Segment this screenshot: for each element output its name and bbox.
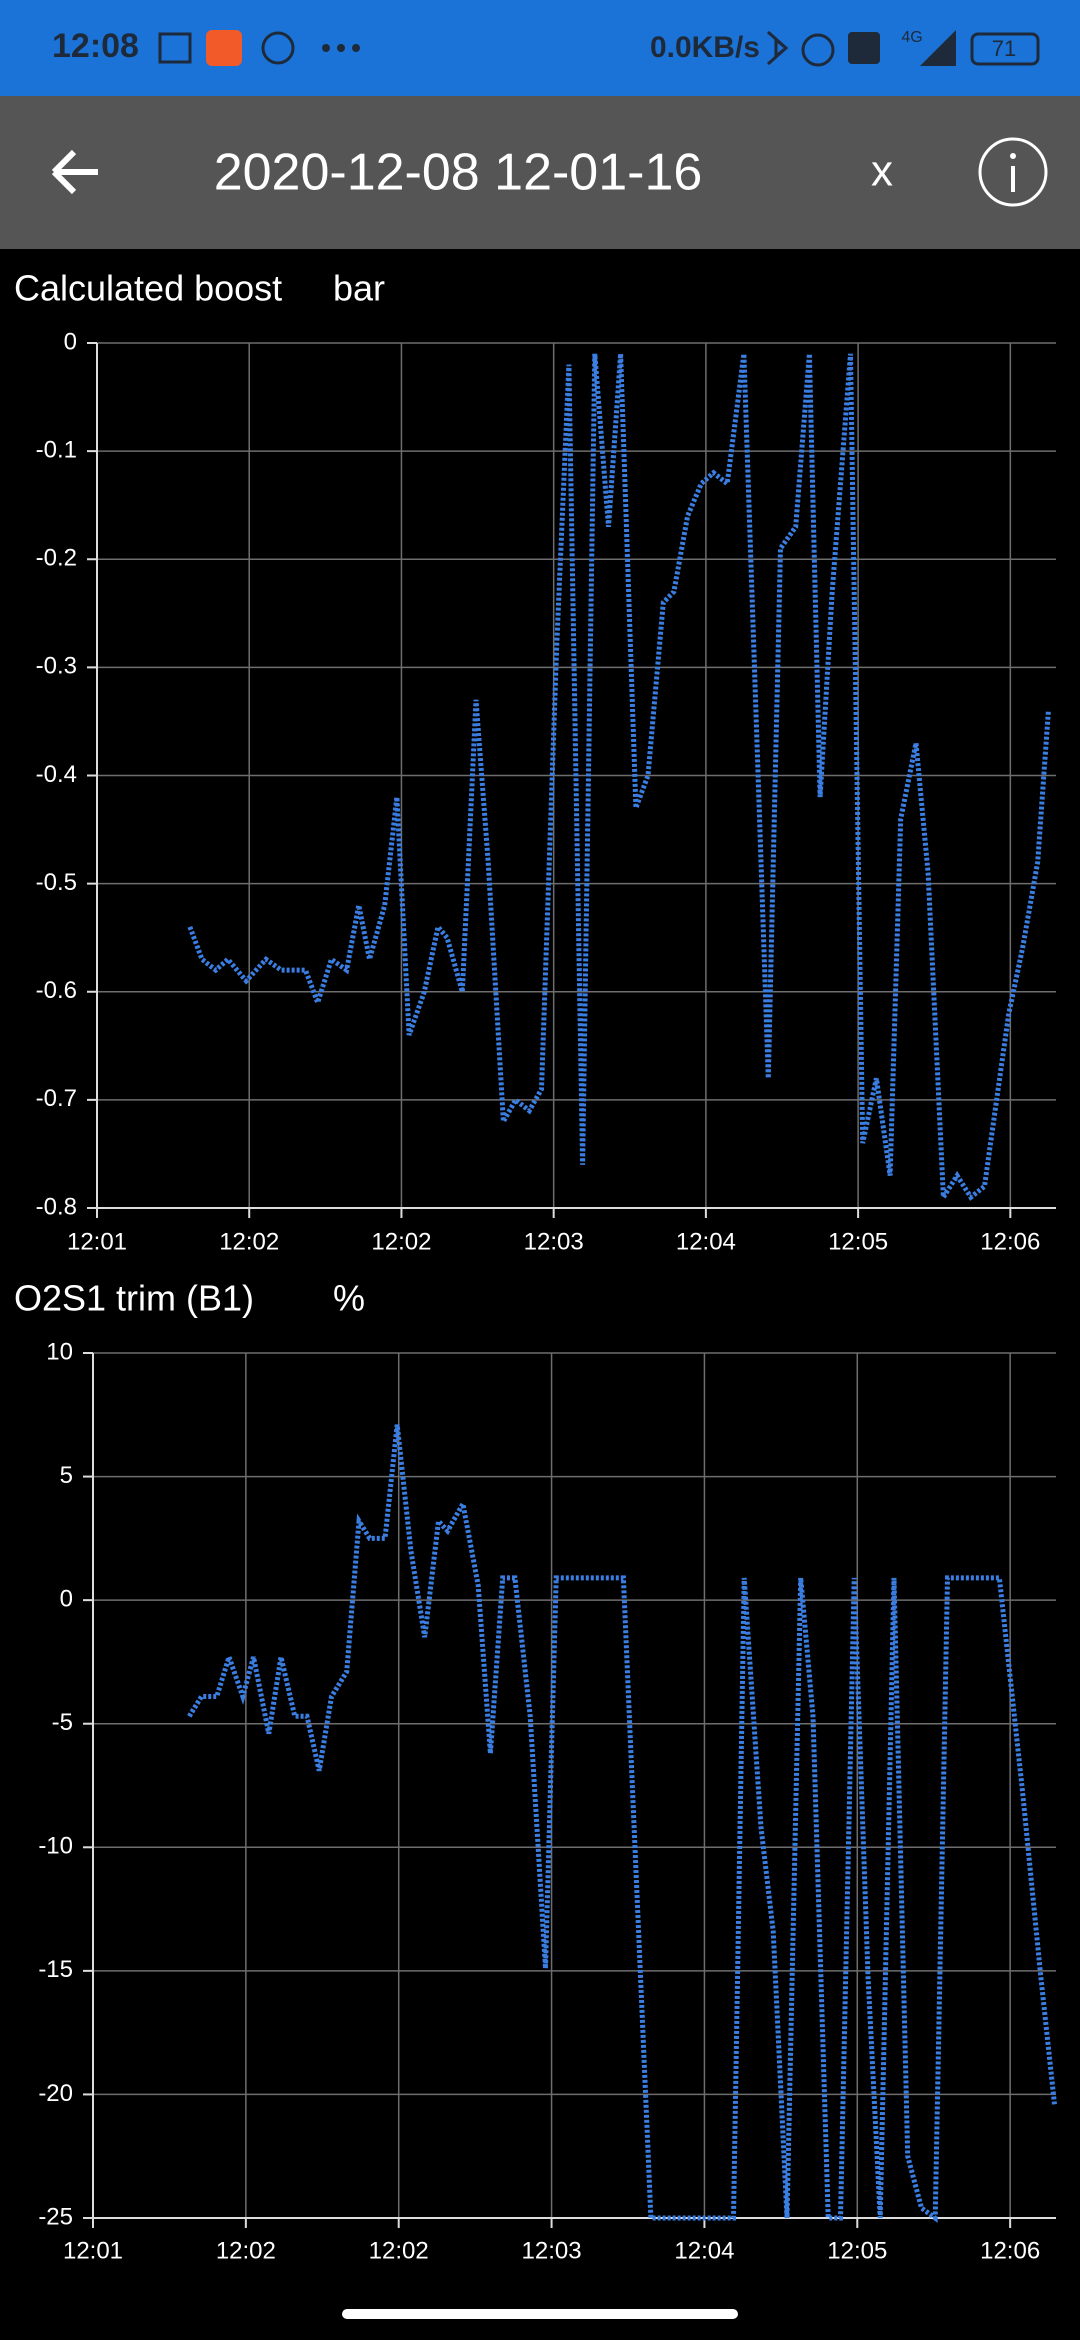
chart-unit: bar: [333, 268, 385, 309]
battery-icon: [970, 32, 1040, 66]
calendar-icon: [158, 32, 192, 64]
toolbar: [0, 96, 1080, 249]
battery-level: 71: [992, 36, 1016, 61]
chart-unit: %: [333, 1278, 365, 1319]
y-tick-label: -0.8: [36, 1193, 77, 1220]
y-tick-label: 10: [46, 1338, 73, 1365]
x-tick-label: 12:03: [522, 2237, 582, 2264]
toolbar-title: 2020-12-08 12-01-16: [214, 144, 703, 202]
info-button[interactable]: [978, 137, 1048, 207]
y-tick-label: -20: [38, 2080, 73, 2107]
info-circle: [978, 137, 1048, 207]
alarm-icon: [801, 33, 835, 67]
x-tick-label: 12:01: [63, 2237, 123, 2264]
app-icon: [206, 30, 242, 66]
chart-title: Calculated boost: [14, 268, 282, 309]
chart-title: O2S1 trim (B1): [14, 1278, 254, 1319]
y-tick-label: -0.5: [36, 869, 77, 896]
info-dot: [1010, 153, 1016, 159]
x-tick-label: 12:02: [369, 2237, 429, 2264]
series-line: [187, 1424, 1057, 2223]
y-tick-label: -0.4: [36, 761, 77, 788]
x-tick-label: 12:05: [828, 1228, 888, 1255]
bluetooth-icon: [767, 30, 789, 66]
x-tick-label: 12:05: [827, 2237, 887, 2264]
y-tick-label: -0.1: [36, 436, 77, 463]
more-dot: [337, 44, 345, 52]
x-tick-label: 12:04: [674, 2237, 734, 2264]
x-tick-label: 12:04: [676, 1228, 736, 1255]
y-tick-label: 0: [60, 1585, 73, 1612]
y-tick-label: 5: [60, 1462, 73, 1489]
x-tick-label: 12:03: [524, 1228, 584, 1255]
y-tick-label: -25: [38, 2203, 73, 2230]
more-dot: [352, 44, 360, 52]
volte-icon: [848, 32, 880, 64]
close-button[interactable]: x: [871, 147, 893, 196]
network-type: 4G: [901, 29, 922, 46]
x-tick-label: 12:02: [219, 1228, 279, 1255]
signal-icon: [920, 30, 956, 66]
net-speed: 0.0KB/s: [650, 31, 760, 64]
status-bar: [0, 0, 1080, 96]
y-tick-label: -15: [38, 1956, 73, 1983]
y-tick-label: -0.6: [36, 977, 77, 1004]
y-tick-label: 0: [64, 328, 77, 355]
x-tick-label: 12:06: [980, 1228, 1040, 1255]
y-tick-label: -5: [52, 1709, 73, 1736]
back-button[interactable]: [51, 149, 98, 195]
y-tick-label: -0.7: [36, 1085, 77, 1112]
x-tick-label: 12:02: [216, 2237, 276, 2264]
more-dot: [322, 44, 330, 52]
clock: 12:08: [52, 27, 139, 65]
y-tick-label: -0.2: [36, 545, 77, 572]
y-tick-label: -0.3: [36, 653, 77, 680]
nav-handle: [342, 2309, 738, 2319]
x-tick-label: 12:01: [67, 1228, 127, 1255]
x-tick-label: 12:02: [371, 1228, 431, 1255]
sync-icon: [261, 31, 295, 65]
x-tick-label: 12:06: [980, 2237, 1040, 2264]
y-tick-label: -10: [38, 1833, 73, 1860]
